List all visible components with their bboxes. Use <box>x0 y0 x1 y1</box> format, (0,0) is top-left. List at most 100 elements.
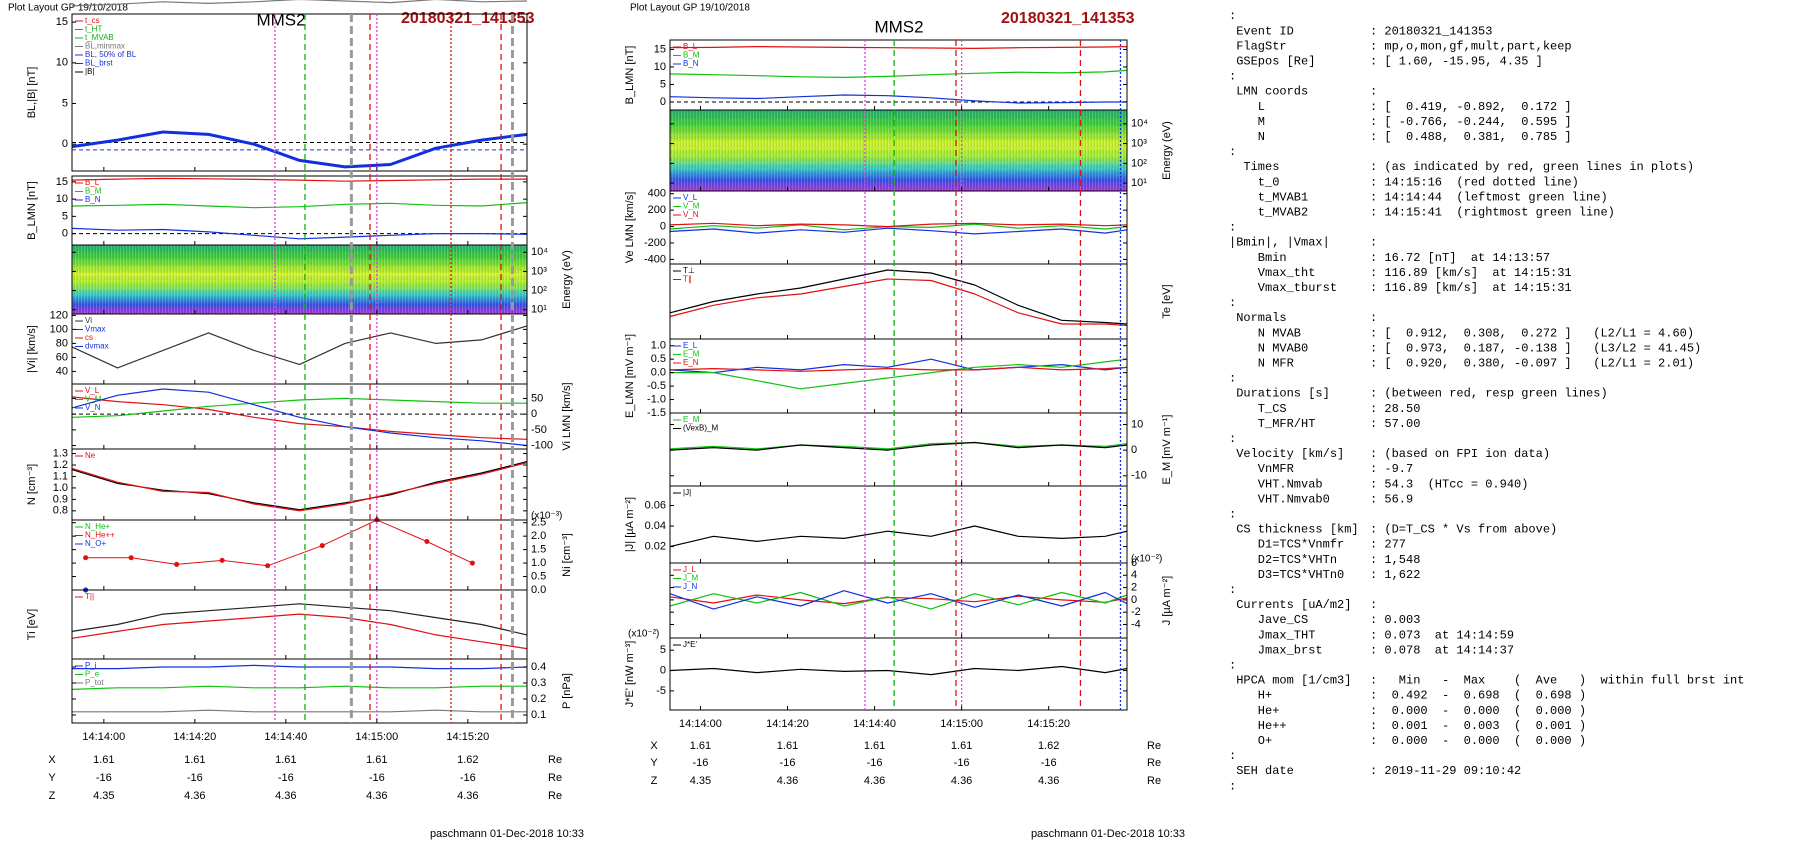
y-tick-label: -4 <box>1131 618 1141 630</box>
coord-value: 4.36 <box>864 775 885 787</box>
series-line <box>71 685 527 690</box>
legend-label: V_M <box>683 202 700 211</box>
info-key: Vmax_tht <box>1229 266 1315 280</box>
info-value: : <box>1229 583 1236 597</box>
info-key: N MVAB0 <box>1229 341 1308 355</box>
legend-label: Vmax <box>85 325 105 334</box>
series-line <box>71 396 528 440</box>
axis-multiplier: (x10⁻²) <box>628 629 659 640</box>
coord-name: Y <box>650 757 658 769</box>
legend-label: J_M <box>683 574 698 583</box>
info-key: H+ <box>1229 689 1272 703</box>
x-tick-label: 14:14:40 <box>853 718 896 730</box>
y-tick-label: 80 <box>56 337 68 349</box>
legend-label: T∥ <box>683 275 692 284</box>
series-line <box>71 613 528 650</box>
info-value: : (D=T_CS * Vs from above) <box>1370 523 1557 537</box>
legend-label: J_N <box>683 582 697 591</box>
legend-label: V_L <box>683 193 698 202</box>
info-key: M <box>1229 115 1265 129</box>
coord-value: -16 <box>780 757 796 769</box>
info-value: : 0.000 - 0.000 ( 0.000 ) <box>1370 734 1586 748</box>
info-value: : 16.72 [nT] at 14:13:57 <box>1370 251 1550 265</box>
info-key: VnMFR <box>1229 462 1294 476</box>
legend-label: N_He+ <box>85 522 110 531</box>
legend-label: BL,minmax <box>85 42 125 51</box>
info-value: : <box>1229 507 1236 521</box>
info-value: : 116.89 [km/s] at 14:15:31 <box>1370 266 1572 280</box>
coord-value: 1.61 <box>366 754 387 766</box>
y-tick-label: -10 <box>1131 470 1147 482</box>
series-line <box>669 525 1128 548</box>
info-value: : 20180321_141353 <box>1370 24 1492 38</box>
info-value: : 0.000 - 0.000 ( 0.000 ) <box>1370 704 1586 718</box>
legend-label: |B| <box>85 67 95 76</box>
coord-value: 4.36 <box>184 790 205 802</box>
event-id: 20180321_141353 <box>1001 10 1135 27</box>
legend-label: V_N <box>683 210 699 219</box>
y-axis-label: E_M [mV m⁻¹] <box>1161 415 1173 485</box>
coord-unit: Re <box>548 790 562 802</box>
y-tick-label: 0 <box>660 664 666 676</box>
series-line <box>669 665 1128 676</box>
info-key: CS thickness [km] <box>1229 523 1359 537</box>
axis-multiplier: (x10⁻²) <box>1131 554 1162 565</box>
series-line <box>669 94 1127 104</box>
y-tick-label: 60 <box>56 351 68 363</box>
legend-label: P_tot <box>85 678 104 687</box>
y-tick-label: 10¹ <box>531 304 547 316</box>
y-tick-label: 1.5 <box>531 544 546 556</box>
y-tick-label: 1.1 <box>53 470 68 482</box>
legend-label: V_L <box>85 386 100 395</box>
x-tick-label: 14:14:20 <box>766 718 809 730</box>
legend-label: N_O+ <box>85 539 106 548</box>
y-tick-label: 120 <box>50 309 68 321</box>
info-key: Durations [s] <box>1229 387 1330 401</box>
info-key: FlagStr <box>1229 39 1287 53</box>
y-axis-label: Energy (eV) <box>1161 121 1173 180</box>
y-tick-label: -100 <box>531 439 553 451</box>
y-tick-label: 10² <box>1131 157 1147 169</box>
info-key: Jmax_THT <box>1229 628 1315 642</box>
info-key: N <box>1229 130 1265 144</box>
x-tick-label: 14:14:20 <box>173 731 216 743</box>
coord-unit: Re <box>1147 740 1161 752</box>
info-value: : [ 1.60, -15.95, 4.35 ] <box>1370 54 1543 68</box>
info-key: Velocity [km/s] <box>1229 447 1344 461</box>
plot-header: Plot Layout GP 19/10/2018 <box>630 3 750 14</box>
plot-title: MMS2 <box>256 10 305 29</box>
coord-value: 1.61 <box>275 754 296 766</box>
y-tick-label: 10¹ <box>1131 177 1147 189</box>
coord-value: 1.61 <box>951 740 972 752</box>
y-tick-label: 15 <box>56 176 68 188</box>
y-tick-label: -200 <box>644 237 666 249</box>
info-key: He+ <box>1229 704 1279 718</box>
coord-value: 4.36 <box>777 775 798 787</box>
series-line <box>669 223 1128 231</box>
info-value: : 2019-11-29 09:10:42 <box>1370 764 1521 778</box>
info-key: O+ <box>1229 734 1272 748</box>
info-key: VHT.Nmvab0 <box>1229 492 1330 506</box>
y-tick-label: -5 <box>656 685 666 697</box>
info-value: : 0.073 at 14:14:59 <box>1370 628 1514 642</box>
info-key: He++ <box>1229 719 1287 733</box>
y-tick-label: 1.0 <box>651 340 666 352</box>
info-value: : -9.7 <box>1370 462 1413 476</box>
y-axis-label: J [µA m⁻²] <box>1161 576 1173 625</box>
coord-value: 4.35 <box>690 775 711 787</box>
panel-frame <box>71 589 528 660</box>
info-value: : [ 0.973, 0.187, -0.138 ] (L3/L2 = 41.4… <box>1370 341 1701 355</box>
y-tick-label: 10² <box>531 285 547 297</box>
series-line <box>669 590 1128 610</box>
plot-title: MMS2 <box>874 17 923 36</box>
info-key: VHT.Nmvab <box>1229 477 1323 491</box>
plot-footer: paschmann 01-Dec-2018 10:33 <box>1031 828 1185 840</box>
y-tick-label: 10³ <box>1131 137 1147 149</box>
y-tick-label: 50 <box>531 392 543 404</box>
y-tick-label: 10 <box>56 193 68 205</box>
coord-value: 1.61 <box>864 740 885 752</box>
y-tick-label: -400 <box>644 253 666 265</box>
coord-name: Y <box>48 772 56 784</box>
series-line <box>71 462 528 512</box>
